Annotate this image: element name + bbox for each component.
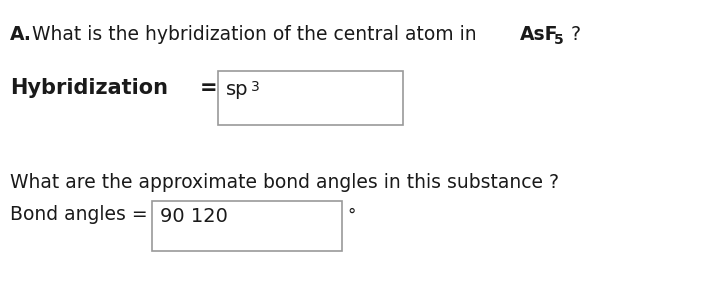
Text: ?: ?: [565, 25, 581, 44]
Text: Bond angles =: Bond angles =: [10, 205, 147, 224]
Text: 3: 3: [251, 80, 260, 94]
Text: 90 120: 90 120: [160, 207, 228, 226]
Text: Hybridization: Hybridization: [10, 78, 168, 98]
Text: sp: sp: [226, 80, 248, 99]
Bar: [152, 201, 342, 251]
Text: °: °: [347, 207, 355, 225]
Text: What is the hybridization of the central atom in: What is the hybridization of the central…: [32, 25, 483, 44]
Text: A.: A.: [10, 25, 32, 44]
Text: =: =: [200, 78, 218, 98]
Text: AsF: AsF: [520, 25, 558, 44]
Text: 5: 5: [554, 33, 563, 47]
Bar: [218, 71, 403, 125]
Text: What are the approximate bond angles in this substance ?: What are the approximate bond angles in …: [10, 173, 559, 192]
